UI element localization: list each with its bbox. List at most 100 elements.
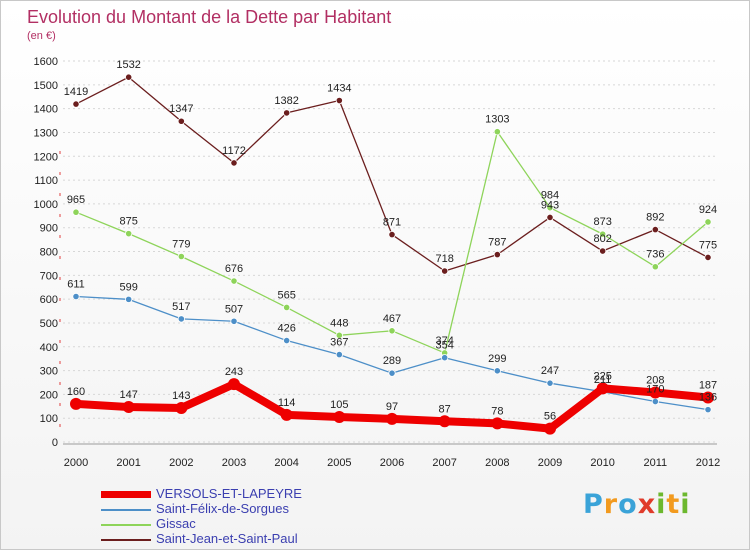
- data-label: 147: [119, 389, 137, 401]
- y-tick-label: 800: [40, 247, 58, 259]
- data-point: [651, 397, 659, 406]
- data-label: 208: [646, 374, 664, 386]
- data-label: 87: [439, 403, 451, 415]
- data-label: 299: [488, 353, 506, 365]
- x-tick-label: 2005: [327, 457, 351, 469]
- x-tick-label: 2009: [538, 457, 562, 469]
- data-point: [386, 412, 398, 425]
- x-tick-label: 2001: [116, 457, 140, 469]
- data-label: 1347: [169, 103, 193, 115]
- data-label: 225: [593, 370, 611, 382]
- legend-label: VERSOLS-ET-LAPEYRE: [156, 486, 302, 501]
- data-point: [175, 401, 188, 414]
- data-point: [283, 303, 291, 312]
- legend-label: Saint-Félix-de-Sorgues: [156, 501, 289, 516]
- y-tick-label: 600: [40, 294, 58, 306]
- data-point: [335, 351, 343, 359]
- data-label: 779: [172, 239, 190, 251]
- data-label: 507: [225, 303, 243, 315]
- data-label: 1419: [64, 86, 88, 98]
- logo-letter: o: [618, 489, 638, 520]
- data-label: 775: [699, 239, 717, 251]
- data-label: 873: [593, 216, 611, 228]
- data-point: [72, 100, 80, 108]
- x-tick-label: 2011: [644, 457, 668, 469]
- data-point: [230, 277, 238, 285]
- data-point: [599, 230, 607, 238]
- data-label: 160: [67, 386, 85, 398]
- data-point: [546, 204, 554, 212]
- data-point: [649, 386, 662, 399]
- data-label: 1172: [222, 145, 246, 157]
- data-point: [280, 408, 293, 421]
- data-label: 517: [172, 301, 190, 313]
- y-tick-label: 400: [40, 342, 58, 354]
- logo-letter: i: [656, 489, 667, 520]
- data-point: [544, 422, 556, 435]
- data-label: 965: [67, 194, 85, 206]
- data-label: 611: [67, 279, 85, 291]
- data-point: [125, 73, 133, 81]
- data-label: 114: [278, 397, 296, 409]
- data-label: 984: [541, 190, 559, 202]
- data-point: [651, 225, 659, 234]
- legend-swatch: [101, 524, 151, 526]
- data-point: [546, 379, 554, 387]
- data-label: 736: [646, 249, 664, 261]
- y-tick-label: 1300: [34, 127, 58, 139]
- x-tick-label: 2008: [485, 457, 509, 469]
- data-label: 243: [225, 366, 243, 378]
- data-label: 565: [277, 289, 295, 301]
- data-label: 170: [646, 384, 664, 396]
- data-point: [177, 252, 185, 261]
- data-point: [546, 213, 554, 222]
- legend-swatch: [101, 509, 151, 511]
- data-label: 1303: [485, 114, 509, 126]
- data-point: [177, 117, 185, 125]
- x-tick-label: 2012: [696, 457, 720, 469]
- data-point: [493, 367, 501, 375]
- y-tick-label: 1100: [34, 175, 58, 187]
- data-point: [651, 263, 659, 271]
- data-point: [335, 331, 343, 339]
- data-label: 143: [172, 390, 190, 402]
- data-point: [70, 397, 82, 410]
- data-label: 136: [699, 392, 717, 404]
- data-point: [704, 253, 712, 262]
- y-tick-label: 1000: [34, 199, 58, 211]
- data-point: [596, 382, 609, 395]
- data-label: 105: [330, 399, 348, 411]
- y-tick-label: 1500: [34, 80, 58, 92]
- proxiti-logo: Proxiti: [583, 489, 691, 520]
- data-point: [702, 391, 714, 404]
- legend-label: Saint-Jean-et-Saint-Paul: [156, 531, 298, 546]
- data-point: [177, 315, 185, 323]
- y-tick-label: 100: [40, 413, 58, 425]
- data-label: 187: [699, 379, 717, 391]
- data-point: [335, 96, 343, 105]
- y-tick-label: 900: [40, 223, 58, 235]
- data-point: [230, 317, 238, 325]
- data-point: [438, 415, 451, 428]
- data-label: 426: [277, 323, 295, 335]
- x-tick-label: 2003: [222, 457, 246, 469]
- data-point: [388, 230, 396, 239]
- data-label: 78: [491, 405, 503, 417]
- data-point: [441, 354, 449, 362]
- data-label: 374: [435, 335, 453, 347]
- y-tick-label: 0: [52, 437, 58, 449]
- data-point: [491, 417, 504, 430]
- data-point: [493, 128, 501, 136]
- logo-letter: P: [583, 489, 604, 520]
- legend-label: Gissac: [156, 516, 196, 531]
- y-tick-label: 300: [40, 366, 58, 378]
- data-label: 354: [435, 340, 453, 352]
- data-point: [122, 400, 135, 413]
- data-label: 97: [386, 401, 398, 413]
- data-label: 924: [699, 204, 717, 216]
- y-tick-label: 700: [40, 270, 58, 282]
- data-label: 871: [383, 217, 401, 229]
- data-point: [704, 218, 712, 226]
